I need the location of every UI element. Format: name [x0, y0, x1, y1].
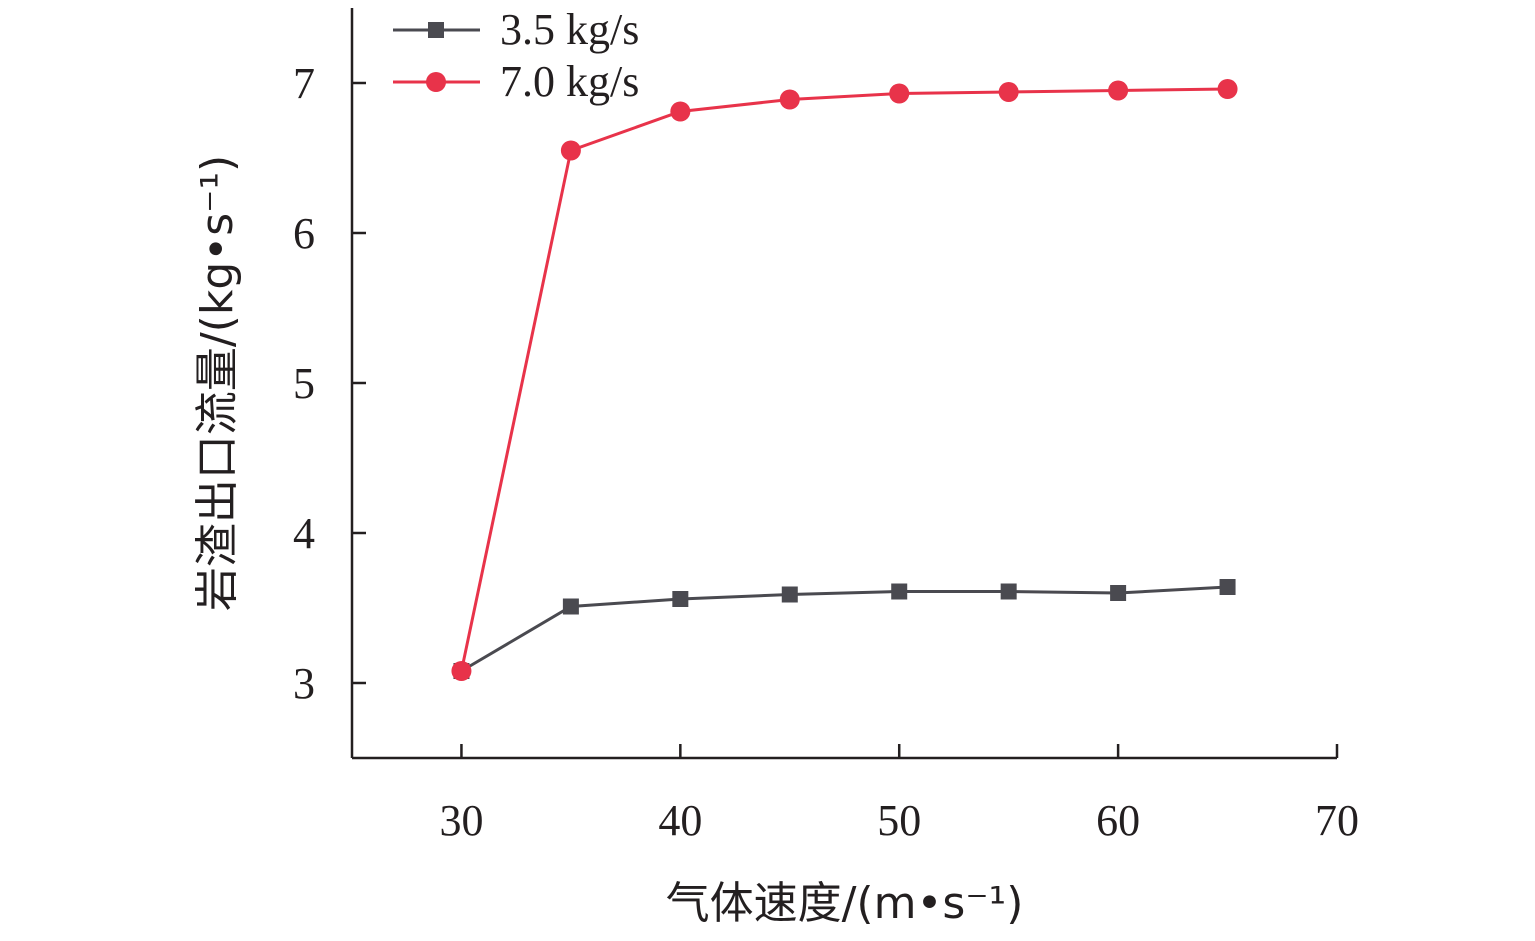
series-layer: [451, 79, 1238, 681]
data-point: [891, 583, 908, 600]
x-tick-label: 40: [658, 796, 702, 845]
legend-item: 3.5 kg/s: [393, 5, 639, 54]
x-axis-title: 气体速度/(m•s⁻¹): [666, 878, 1024, 929]
series-line: [460, 585, 1228, 673]
x-tick-label: 70: [1315, 796, 1359, 845]
data-point: [670, 101, 691, 122]
y-tick-label: 3: [293, 659, 315, 708]
data-point: [1217, 79, 1238, 99]
x-tick-label: 60: [1096, 796, 1140, 845]
data-point: [1110, 585, 1127, 601]
x-tick-label: 30: [439, 796, 483, 845]
data-point: [781, 586, 798, 603]
data-point: [672, 591, 689, 607]
data-point: [1219, 579, 1236, 595]
legend-marker: [428, 22, 444, 38]
data-point: [1000, 583, 1017, 600]
y-tick-label: 4: [293, 509, 315, 558]
data-point: [1108, 80, 1129, 101]
legend: 3.5 kg/s7.0 kg/s: [393, 5, 639, 106]
axes: 30 40 50 60 70 3 4 5 6 7: [293, 8, 1359, 845]
x-ticks: 30 40 50 60 70: [439, 744, 1359, 845]
data-point: [889, 83, 910, 104]
y-axis-title: 岩渣出口流量/(kg•s⁻¹): [192, 155, 243, 611]
series-1: [453, 579, 1236, 679]
legend-item: 7.0 kg/s: [393, 57, 639, 106]
x-tick-label: 50: [877, 796, 921, 845]
data-point: [560, 140, 581, 161]
series-line: [459, 87, 1228, 672]
y-tick-label: 7: [293, 59, 315, 108]
legend-marker: [426, 72, 446, 92]
y-tick-label: 6: [293, 209, 315, 258]
series-2: [451, 79, 1238, 681]
y-tick-label: 5: [293, 359, 315, 408]
legend-label: 3.5 kg/s: [500, 5, 639, 54]
data-point: [998, 82, 1019, 102]
data-point: [451, 661, 472, 681]
legend-label: 7.0 kg/s: [500, 57, 639, 106]
data-point: [779, 89, 800, 110]
data-point: [562, 598, 579, 615]
y-ticks: 3 4 5 6 7: [293, 59, 366, 708]
